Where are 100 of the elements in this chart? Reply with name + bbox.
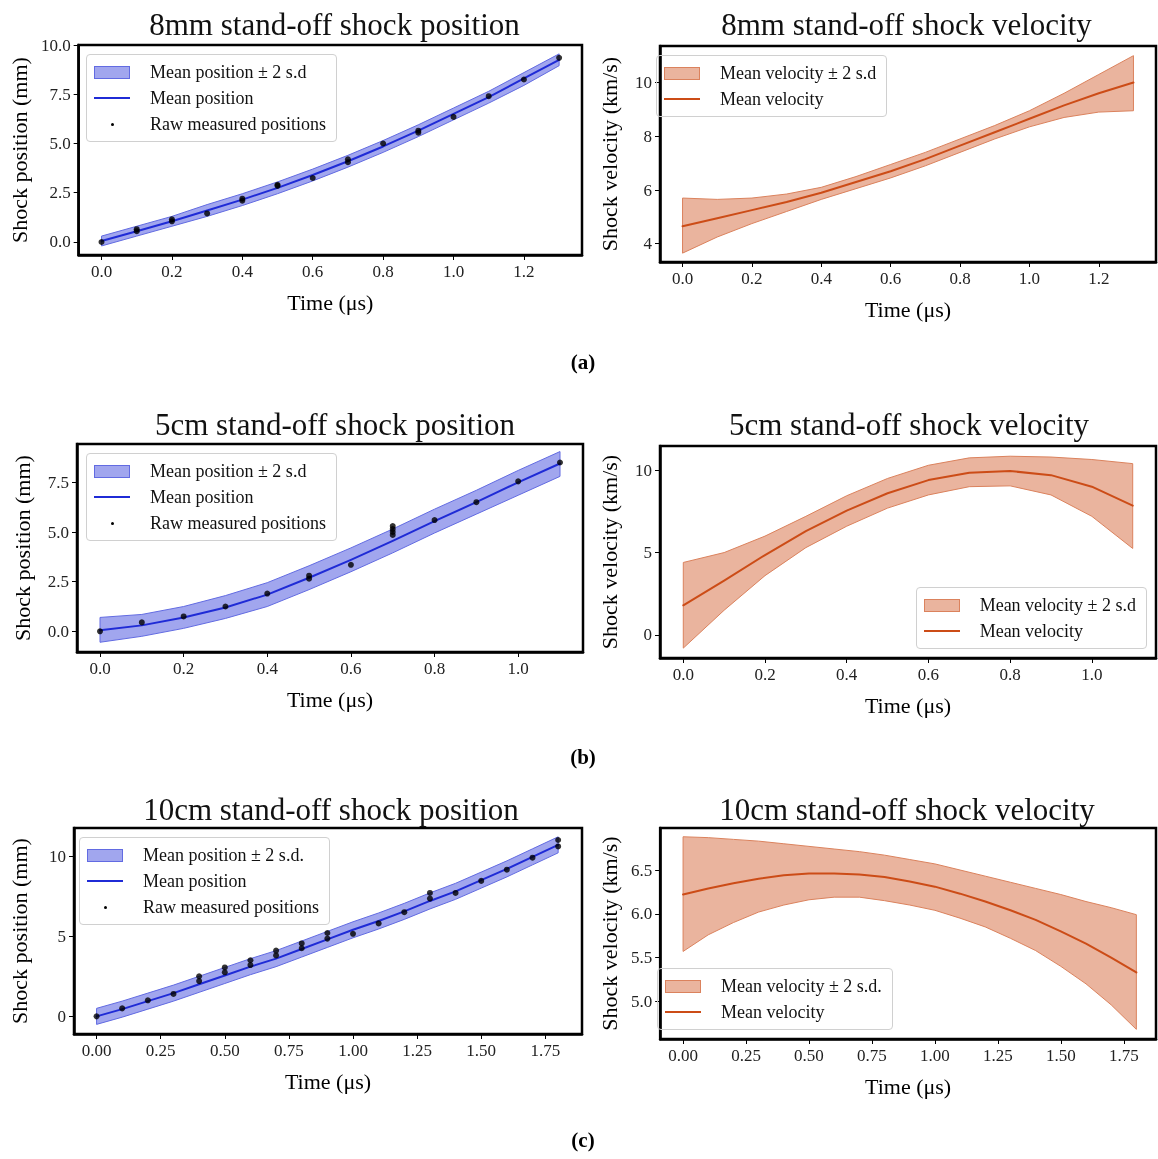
x-tick-label: 0.8	[999, 665, 1021, 684]
x-axis-title: Time (μs)	[286, 686, 374, 712]
x-tick-label: 0.6	[917, 665, 940, 684]
y-tick-label: 6.0	[630, 904, 653, 924]
y-axis-title: Shock velocity (km/s)	[596, 454, 622, 650]
y-tick-label: 0.0	[49, 232, 71, 252]
legend-label: Mean position	[143, 870, 247, 892]
x-tick-label: 0.8	[372, 262, 394, 281]
x-tick-label: 0.6	[302, 262, 324, 281]
x-tick-label: 0.0	[671, 269, 694, 288]
text: (a)	[569, 350, 597, 375]
x-tick-label: 0.4	[231, 262, 254, 281]
y-tick-label: 10.0	[40, 35, 71, 55]
x-tick-label: 0.4	[810, 269, 833, 288]
x-tick-label: 0.0	[90, 262, 113, 281]
chart-title: 5cm stand-off shock velocity	[728, 407, 1090, 442]
y-tick-label: 10	[635, 460, 652, 480]
chart-title: 10cm stand-off shock position	[143, 792, 520, 827]
x-tick-label: 1.2	[1088, 269, 1110, 288]
legend-label: Raw measured positions	[143, 896, 319, 918]
x-tick-label: 1.75	[1108, 1046, 1139, 1065]
x-tick-label: 0.0	[89, 659, 111, 678]
legend-label: Mean position	[150, 87, 254, 109]
x-tick-label: 0.00	[81, 1041, 112, 1060]
x-tick-label: 0.75	[857, 1046, 887, 1065]
y-tick-label: 7.5	[47, 472, 69, 492]
text: (b)	[569, 745, 597, 770]
y-tick-label: 10	[635, 73, 652, 93]
y-tick-label: 6	[643, 180, 652, 200]
x-tick-label: 0.2	[754, 665, 776, 684]
y-tick-label: 8	[643, 126, 652, 146]
y-axis-title: Shock position (mm)	[6, 838, 32, 1024]
y-tick-label: 5.0	[630, 991, 653, 1011]
chart-title: 8mm stand-off shock velocity	[721, 7, 1093, 42]
x-tick-label: 1.75	[530, 1041, 561, 1060]
x-tick-label: 1.0	[1018, 269, 1041, 288]
y-axis-title: Shock position (mm)	[6, 57, 32, 243]
chart-title: 5cm stand-off shock position	[154, 407, 516, 442]
x-tick-label: 1.50	[1045, 1046, 1076, 1065]
legend-label: Raw measured positions	[150, 512, 326, 534]
y-tick-label: 10	[49, 846, 66, 866]
legend-label: Mean position	[150, 486, 254, 508]
x-tick-label: 0.4	[256, 659, 279, 678]
annotation: Mean position ± 2 s.d.	[143, 844, 304, 866]
x-tick-label: 1.0	[442, 262, 465, 281]
annotation: Mean velocity ± 2 s.d	[979, 594, 1136, 616]
x-tick-label: 0.50	[794, 1046, 824, 1065]
y-tick-label: 5	[57, 926, 66, 946]
x-tick-label: 1.00	[920, 1046, 950, 1065]
x-tick-label: 0.0	[672, 665, 694, 684]
x-axis-title: Time (μs)	[287, 289, 374, 315]
x-tick-label: 1.50	[466, 1041, 497, 1060]
x-tick-label: 1.25	[402, 1041, 432, 1060]
x-tick-label: 0.6	[340, 659, 362, 678]
y-tick-label: 2.5	[49, 183, 71, 203]
y-tick-label: 0.0	[47, 621, 69, 641]
legend-label: Raw measured positions	[150, 113, 326, 135]
chart-title: 8mm stand-off shock position	[149, 7, 521, 42]
x-tick-label: 0.2	[161, 262, 183, 281]
annotation: Mean position ± 2 s.d	[150, 61, 307, 83]
y-tick-label: 0	[643, 625, 652, 645]
y-tick-label: 6.5	[630, 860, 653, 880]
y-axis-title: Shock position (mm)	[9, 455, 35, 641]
x-axis-title: Time (μs)	[864, 692, 952, 718]
y-tick-label: 5.0	[47, 522, 69, 542]
y-axis-title: Shock velocity (km/s)	[596, 56, 622, 252]
x-tick-label: 1.0	[1081, 665, 1103, 684]
y-tick-label: 2.5	[47, 572, 69, 592]
x-tick-label: 0.25	[731, 1046, 761, 1065]
legend-label: Mean velocity	[720, 88, 824, 110]
x-tick-label: 1.25	[982, 1046, 1013, 1065]
x-tick-label: 0.4	[836, 665, 858, 684]
legend-label: Mean velocity	[979, 620, 1084, 642]
text: (c)	[570, 1128, 596, 1153]
legend-label: Mean velocity	[721, 1001, 825, 1023]
x-tick-label: 0.8	[423, 659, 446, 678]
x-tick-label: 0.6	[880, 269, 902, 288]
x-axis-title: Time (μs)	[284, 1068, 372, 1094]
x-tick-label: 1.0	[507, 659, 529, 678]
annotation: Mean velocity ± 2 s.d	[720, 62, 877, 84]
x-axis-title: Time (μs)	[864, 296, 952, 322]
y-axis-title: Shock velocity (km/s)	[596, 836, 622, 1031]
annotation: Mean position ± 2 s.d	[150, 460, 307, 482]
x-tick-label: 0.50	[209, 1041, 240, 1060]
y-tick-label: 5	[643, 543, 652, 563]
annotation: Mean velocity ± 2 s.d.	[721, 975, 882, 997]
y-tick-label: 5.0	[49, 134, 71, 153]
y-tick-label: 7.5	[49, 84, 71, 104]
x-tick-label: 0.8	[949, 269, 971, 288]
x-tick-label: 0.00	[668, 1046, 698, 1065]
y-tick-label: 4	[643, 234, 653, 254]
x-tick-label: 0.2	[741, 269, 763, 288]
y-tick-label: 5.5	[630, 948, 653, 968]
x-tick-label: 0.2	[173, 659, 195, 678]
y-tick-label: 0	[57, 1006, 66, 1026]
x-axis-title: Time (μs)	[864, 1073, 952, 1099]
x-tick-label: 0.25	[145, 1041, 176, 1060]
chart-title: 10cm stand-off shock velocity	[719, 792, 1096, 827]
x-tick-label: 1.2	[513, 262, 535, 281]
x-tick-label: 1.00	[338, 1041, 368, 1060]
